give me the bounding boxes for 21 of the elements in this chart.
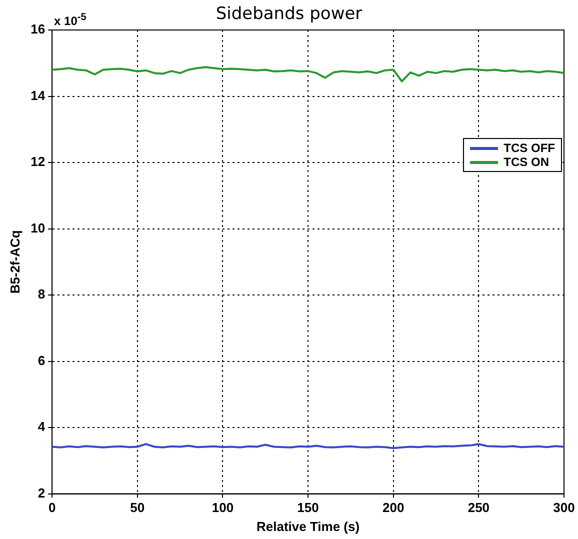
y-tick-label: 2: [38, 485, 46, 500]
x-tick-label: 50: [130, 500, 145, 516]
x-tick-label: 0: [48, 500, 56, 516]
text: x 10$^{-5}$: [54, 12, 86, 28]
x-tick-label: 200: [382, 500, 404, 516]
y-axis-title: B5-2f-ACq: [7, 230, 22, 294]
x-tick-label: 150: [297, 500, 319, 516]
x-axis-title: Relative Time (s): [256, 518, 360, 534]
x-tick-label: 300: [553, 500, 575, 516]
x-tick-label: 100: [212, 500, 234, 516]
y-tick-label: 16: [30, 22, 46, 37]
legend-label: TCS OFF: [504, 141, 555, 155]
y-tick-label: 12: [30, 154, 46, 170]
y-tick-label: 14: [30, 88, 46, 103]
chart-title: Sidebands power: [216, 4, 362, 24]
legend-label: TCS ON: [504, 155, 550, 169]
y-tick-label: 10: [30, 220, 46, 236]
x-tick-label: 250: [468, 500, 490, 516]
y-tick-label: 6: [38, 352, 46, 368]
y-tick-label: 8: [38, 286, 46, 302]
y-tick-label: 4: [38, 419, 46, 434]
